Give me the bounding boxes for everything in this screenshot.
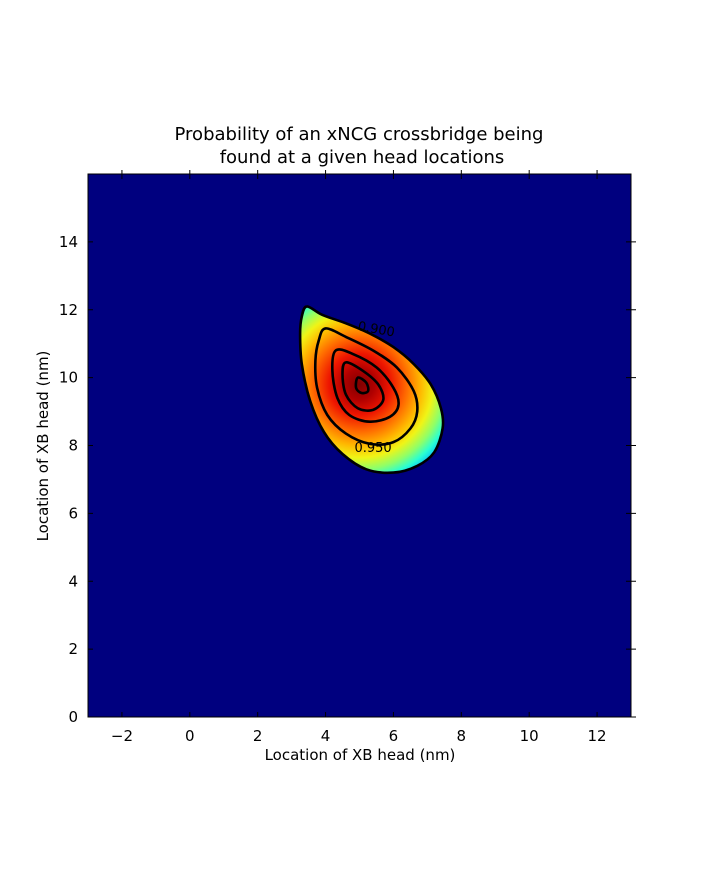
y-axis-label: Location of XB head (nm): [34, 351, 52, 542]
contour-labels: 0.900 0.950: [354, 319, 396, 456]
x-tick-label: 12: [588, 727, 607, 745]
x-axis: −2 0 2 4 6 8 10 12: [111, 170, 607, 745]
x-tick-label: 10: [520, 727, 539, 745]
x-tick-label: 2: [253, 727, 263, 745]
y-tick-label: 2: [68, 640, 78, 658]
contour-line-2: [313, 327, 419, 446]
x-tick-label: −2: [111, 727, 133, 745]
y-tick-label: 0: [68, 708, 78, 726]
contour-label-2: 0.950: [354, 441, 391, 456]
y-tick-label: 10: [59, 369, 78, 387]
x-tick-label: 4: [321, 727, 331, 745]
contour-line-4: [341, 361, 385, 412]
contour-line-3: [331, 348, 400, 424]
y-tick-label: 4: [68, 572, 78, 590]
contour-lines: [298, 305, 445, 475]
x-tick-label: 6: [389, 727, 399, 745]
chart-title-line2: found at a given head locations: [220, 147, 505, 168]
y-axis: 0 2 4 6 8 10 12 14: [59, 233, 636, 726]
plot-area: 0.900 0.950: [88, 174, 631, 717]
x-axis-label: Location of XB head (nm): [265, 746, 456, 764]
y-tick-label: 8: [68, 437, 78, 455]
chart-title-line1: Probability of an xNCG crossbridge being: [175, 124, 544, 145]
y-tick-label: 14: [59, 233, 78, 251]
x-tick-label: 0: [185, 727, 195, 745]
contour-label-1: 0.900: [357, 319, 396, 340]
x-tick-label: 8: [457, 727, 467, 745]
y-tick-label: 6: [68, 504, 78, 522]
contour-line-1: [298, 305, 445, 475]
contour-line-5: [354, 376, 370, 395]
y-tick-label: 12: [59, 301, 78, 319]
